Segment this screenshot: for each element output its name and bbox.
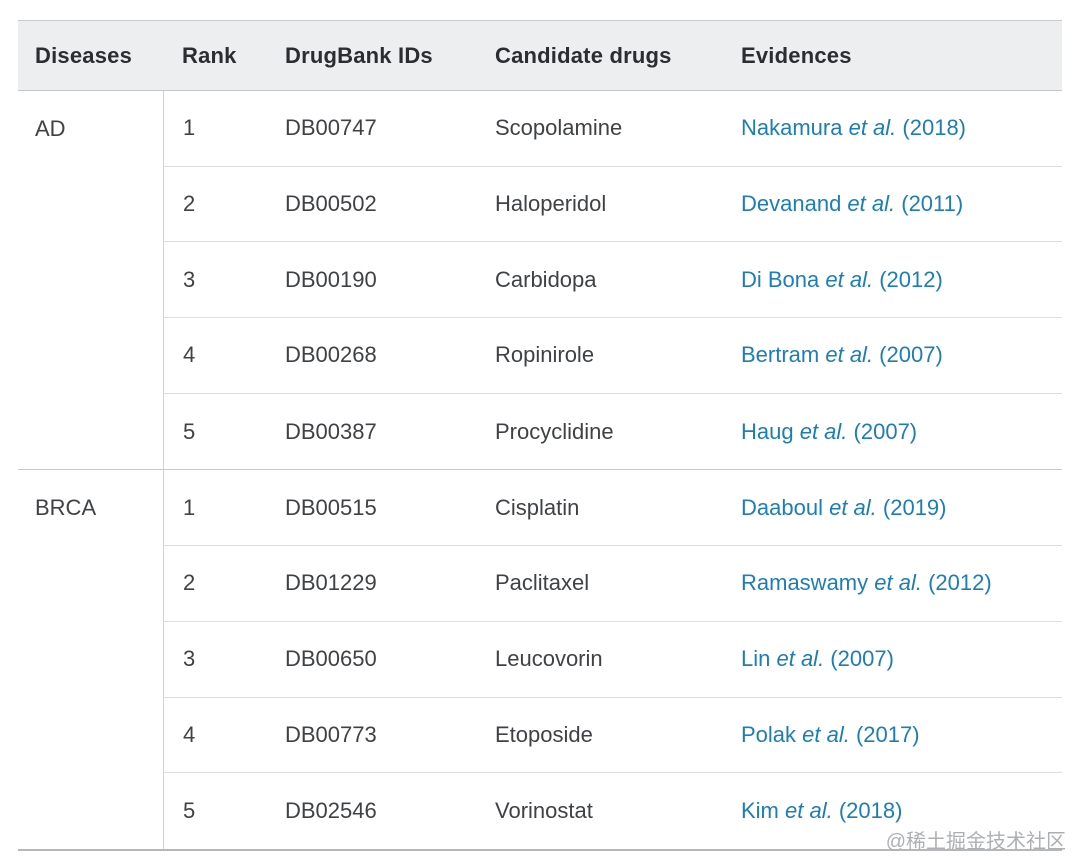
evidence-author: Di Bona <box>741 266 826 292</box>
drug-name-cell: Leucovorin <box>495 646 603 672</box>
drugbank-id-cell: DB00502 <box>285 191 377 217</box>
evidence-etal: et al. <box>825 342 874 368</box>
disease-label: BRCA <box>35 495 97 521</box>
drugbank-id-cell: DB00387 <box>285 418 377 444</box>
evidence-author: Nakamura <box>741 115 849 141</box>
drugbank-id-cell: DB00515 <box>285 494 377 520</box>
evidence-etal: et al. <box>874 570 922 596</box>
group-rows: 1 DB00747 Scopolamine Nakamura et al. (2… <box>163 91 1062 470</box>
rank-cell: 2 <box>183 570 196 596</box>
evidence-etal: et al. <box>785 798 833 824</box>
table-row: 2 DB01229 Paclitaxel Ramaswamy et al. (2… <box>164 546 1062 622</box>
evidence-link[interactable]: Nakamura et al. (2018) <box>741 115 966 140</box>
table-row: 3 DB00650 Leucovorin Lin et al. (2007) <box>164 622 1062 698</box>
evidence-year: (2007) <box>873 342 943 368</box>
evidence-link[interactable]: Lin et al. (2007) <box>741 646 894 671</box>
drug-name-cell: Scopolamine <box>495 115 623 141</box>
drugbank-id-cell: DB01229 <box>285 570 377 596</box>
evidence-year: (2017) <box>849 721 920 747</box>
rank-cell: 4 <box>183 721 196 747</box>
evidence-author: Haug <box>741 418 800 444</box>
drugbank-id-cell: DB00773 <box>285 721 377 747</box>
evidence-author: Ramaswamy <box>741 570 875 596</box>
table-row: 5 DB00387 Procyclidine Haug et al. (2007… <box>164 394 1062 470</box>
evidence-link[interactable]: Polak et al. (2017) <box>741 722 920 747</box>
rank-cell: 1 <box>183 115 196 141</box>
column-header-drugbank-ids: DrugBank IDs <box>285 42 433 68</box>
evidence-etal: et al. <box>802 721 850 747</box>
drug-name-cell: Vorinostat <box>495 798 593 824</box>
drug-name-cell: Haloperidol <box>495 191 607 217</box>
rank-cell: 3 <box>183 266 196 292</box>
evidence-year: (2019) <box>876 494 947 520</box>
evidence-author: Polak <box>741 721 803 747</box>
drugbank-id-cell: DB00747 <box>285 115 377 141</box>
evidence-link[interactable]: Kim et al. (2018) <box>741 798 902 823</box>
table-row: 2 DB00502 Haloperidol Devanand et al. (2… <box>164 167 1062 243</box>
evidence-link[interactable]: Haug et al. (2007) <box>741 419 917 444</box>
disease-label: AD <box>35 115 66 141</box>
table-row: 4 DB00268 Ropinirole Bertram et al. (200… <box>164 318 1062 394</box>
drug-name-cell: Carbidopa <box>495 266 597 292</box>
evidence-link[interactable]: Devanand et al. (2011) <box>741 191 963 216</box>
evidence-author: Lin <box>741 646 777 672</box>
evidence-year: (2012) <box>873 266 943 292</box>
rank-cell: 4 <box>183 342 196 368</box>
rank-cell: 1 <box>183 494 196 520</box>
evidence-author: Daaboul <box>741 494 830 520</box>
evidence-etal: et al. <box>847 191 896 217</box>
evidence-year: (2011) <box>895 191 964 217</box>
table-body: AD 1 DB00747 Scopolamine Nakamura et al.… <box>18 91 1062 851</box>
evidence-link[interactable]: Bertram et al. (2007) <box>741 342 943 367</box>
evidence-year: (2018) <box>896 115 967 141</box>
drugbank-id-cell: DB00268 <box>285 342 377 368</box>
rank-cell: 3 <box>183 646 196 672</box>
table-row: 5 DB02546 Vorinostat Kim et al. (2018) <box>164 773 1062 849</box>
evidence-year: (2018) <box>832 798 903 824</box>
evidence-link[interactable]: Di Bona et al. (2012) <box>741 267 943 292</box>
rank-cell: 2 <box>183 191 196 217</box>
drugbank-id-cell: DB00190 <box>285 266 377 292</box>
evidence-etal: et al. <box>829 494 877 520</box>
column-header-evidences: Evidences <box>741 42 852 68</box>
drug-name-cell: Ropinirole <box>495 342 595 368</box>
evidence-etal: et al. <box>848 115 897 141</box>
drug-name-cell: Paclitaxel <box>495 570 590 596</box>
drug-name-cell: Etoposide <box>495 721 593 747</box>
group-rows: 1 DB00515 Cisplatin Daaboul et al. (2019… <box>163 470 1062 849</box>
evidence-link[interactable]: Ramaswamy et al. (2012) <box>741 570 992 595</box>
table-row: 1 DB00515 Cisplatin Daaboul et al. (2019… <box>164 470 1062 547</box>
rank-cell: 5 <box>183 418 196 444</box>
table-row: 3 DB00190 Carbidopa Di Bona et al. (2012… <box>164 242 1062 319</box>
evidence-author: Devanand <box>741 191 848 217</box>
evidence-year: (2007) <box>824 646 894 672</box>
evidence-year: (2007) <box>847 418 918 444</box>
watermark: @稀土掘金技术社区 <box>885 831 1066 853</box>
evidence-year: (2012) <box>921 570 992 596</box>
evidence-author: Kim <box>741 798 785 824</box>
drug-name-cell: Cisplatin <box>495 494 580 520</box>
column-header-rank: Rank <box>182 42 237 68</box>
table-row: 4 DB00773 Etoposide Polak et al. (2017) <box>164 698 1062 774</box>
column-header-candidate-drugs: Candidate drugs <box>495 42 672 68</box>
drug-candidates-table: Diseases Rank DrugBank IDs Candidate dru… <box>18 20 1062 851</box>
evidence-etal: et al. <box>799 418 848 444</box>
evidence-etal: et al. <box>825 266 874 292</box>
table-row: 1 DB00747 Scopolamine Nakamura et al. (2… <box>164 91 1062 167</box>
disease-group: AD 1 DB00747 Scopolamine Nakamura et al.… <box>18 91 1062 471</box>
drugbank-id-cell: DB00650 <box>285 646 377 672</box>
drugbank-id-cell: DB02546 <box>285 798 377 824</box>
table-header-row: Diseases Rank DrugBank IDs Candidate dru… <box>18 20 1062 91</box>
column-header-diseases: Diseases <box>35 42 133 68</box>
rank-cell: 5 <box>183 798 196 824</box>
disease-group: BRCA 1 DB00515 Cisplatin Daaboul et al. … <box>18 470 1062 851</box>
drug-name-cell: Procyclidine <box>495 418 614 444</box>
evidence-author: Bertram <box>741 342 826 368</box>
evidence-etal: et al. <box>776 646 825 672</box>
evidence-link[interactable]: Daaboul et al. (2019) <box>741 495 947 520</box>
